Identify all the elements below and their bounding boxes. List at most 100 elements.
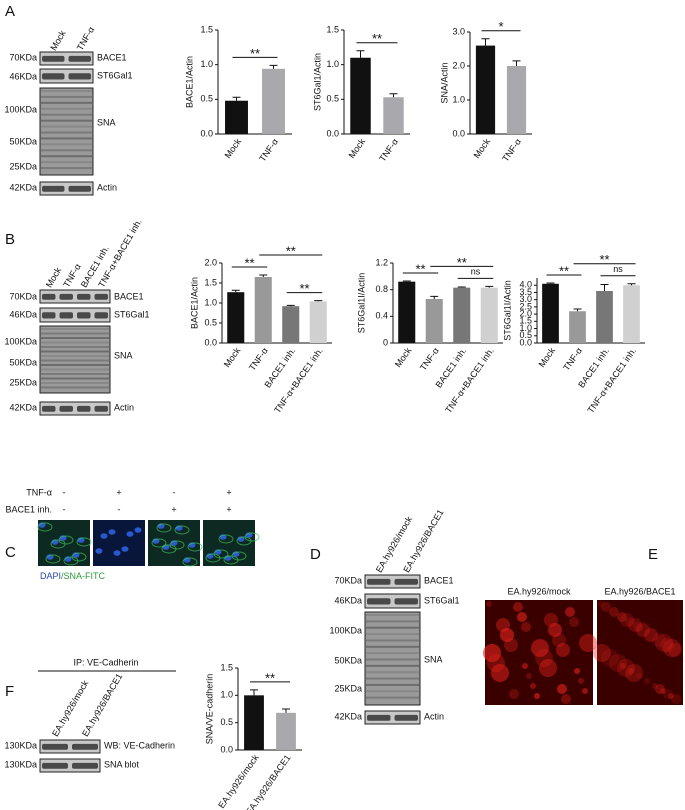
fluorescence-spot bbox=[598, 601, 604, 607]
error-bar bbox=[259, 274, 268, 277]
x-tick-label: Mock bbox=[537, 345, 558, 369]
treatment-sign: + bbox=[116, 487, 121, 497]
bar bbox=[350, 57, 371, 134]
blot-strip bbox=[39, 289, 111, 304]
y-tick-label: 0.4 bbox=[375, 311, 388, 321]
x-tick-label: TNF-α bbox=[418, 346, 441, 373]
blot-smear bbox=[41, 167, 92, 170]
blot-band bbox=[77, 293, 91, 300]
cell-stain bbox=[37, 522, 53, 532]
y-tick-label: 2.0 bbox=[452, 60, 465, 70]
bar bbox=[276, 712, 296, 750]
fluorescence-spot bbox=[534, 693, 540, 699]
panel-label: B bbox=[5, 231, 15, 248]
blot-smear bbox=[366, 639, 419, 642]
fluorescence-spot bbox=[652, 633, 666, 647]
significance-label: ns bbox=[471, 267, 481, 277]
significance-label: ** bbox=[457, 255, 467, 270]
blot-smear bbox=[41, 332, 109, 335]
blot-smear bbox=[366, 652, 419, 655]
mw-marker: 130KDa bbox=[4, 740, 37, 750]
micrograph bbox=[93, 520, 145, 566]
error-bar bbox=[457, 286, 466, 288]
bar bbox=[596, 291, 613, 343]
cell-stain bbox=[213, 549, 229, 559]
fluorescence-spot bbox=[578, 678, 584, 684]
fluorescence-spot bbox=[644, 628, 658, 642]
blot-smear bbox=[41, 107, 92, 110]
error-bar bbox=[600, 284, 609, 291]
mw-marker: 25KDa bbox=[334, 683, 362, 693]
blot-band bbox=[42, 55, 65, 62]
fluorescence-spot bbox=[609, 654, 627, 672]
error-bar bbox=[232, 96, 241, 101]
blot-smear bbox=[366, 633, 419, 636]
significance-label: ** bbox=[559, 263, 569, 278]
bar bbox=[383, 97, 404, 134]
error-bar bbox=[269, 64, 278, 69]
y-tick-label: 1.5 bbox=[204, 277, 217, 287]
error-bar bbox=[512, 60, 521, 66]
blot-smear bbox=[41, 364, 109, 366]
band-label: Actin bbox=[424, 711, 444, 721]
error-bar bbox=[356, 50, 365, 58]
nucleus bbox=[126, 531, 134, 537]
x-tick-label: Mock bbox=[393, 345, 414, 369]
blot-smear bbox=[41, 149, 92, 152]
blot-band bbox=[42, 73, 65, 80]
significance-label: ** bbox=[244, 255, 254, 270]
treatment-sign: + bbox=[171, 504, 176, 514]
y-axis-label: BACE1/Actin bbox=[189, 277, 199, 329]
y-tick-label: 2.5 bbox=[519, 301, 532, 311]
stain-sna: /SNA-FITC bbox=[61, 571, 105, 581]
fluorescence-spot bbox=[652, 683, 658, 689]
bar bbox=[506, 66, 527, 134]
fluorescence-spot bbox=[556, 643, 570, 657]
significance-label: ** bbox=[265, 670, 275, 685]
blot-smear bbox=[41, 131, 92, 134]
micrograph bbox=[38, 520, 90, 566]
significance-label: ** bbox=[415, 261, 425, 276]
error-bar bbox=[481, 38, 490, 46]
band-label: BACE1 bbox=[114, 291, 144, 301]
cell-stain bbox=[151, 538, 167, 548]
lane-label: TNF-α bbox=[75, 25, 97, 52]
mw-marker: 46KDa bbox=[334, 595, 362, 605]
treatment-sign: - bbox=[63, 487, 66, 497]
x-tick-label: Mock bbox=[223, 136, 244, 160]
y-tick-label: 3.0 bbox=[452, 26, 465, 36]
blot-band bbox=[77, 312, 91, 319]
mw-marker: 50KDa bbox=[9, 136, 37, 146]
blot-smear bbox=[41, 341, 109, 344]
fluorescence-spot bbox=[625, 617, 635, 627]
fluorescence-spot bbox=[655, 634, 673, 652]
mw-marker: 46KDa bbox=[9, 309, 37, 319]
x-tick-label: Mock bbox=[222, 345, 243, 369]
fluorescence-spot bbox=[633, 622, 643, 632]
y-tick-label: 1.5 bbox=[326, 24, 339, 34]
blot-smear bbox=[366, 690, 419, 693]
band-label: BACE1 bbox=[424, 575, 454, 585]
fluorescence-spot bbox=[620, 613, 634, 627]
blot-smear bbox=[366, 696, 419, 699]
cell-stain bbox=[71, 552, 87, 562]
bar bbox=[227, 292, 245, 343]
blot-band bbox=[68, 55, 91, 62]
mw-marker: 100KDa bbox=[329, 625, 362, 635]
blot-band bbox=[68, 73, 91, 80]
mw-marker: 70KDa bbox=[9, 291, 37, 301]
bar bbox=[254, 277, 272, 343]
panel-label: F bbox=[5, 683, 14, 700]
fluorescence-spot bbox=[636, 623, 650, 637]
fluorescence-spot bbox=[486, 601, 492, 607]
treatment-name: BACE1 inh. bbox=[5, 504, 52, 514]
y-tick-label: 0.0 bbox=[326, 128, 339, 138]
fluorescence-spot bbox=[509, 689, 519, 699]
mw-marker: 25KDa bbox=[9, 377, 37, 387]
y-tick-label: 0.0 bbox=[519, 337, 532, 347]
blot-smear bbox=[366, 664, 419, 667]
error-bar bbox=[546, 282, 555, 284]
fluorescence-spot bbox=[593, 644, 611, 662]
error-bar bbox=[627, 283, 636, 286]
y-tick-label: 1.5 bbox=[519, 316, 532, 326]
